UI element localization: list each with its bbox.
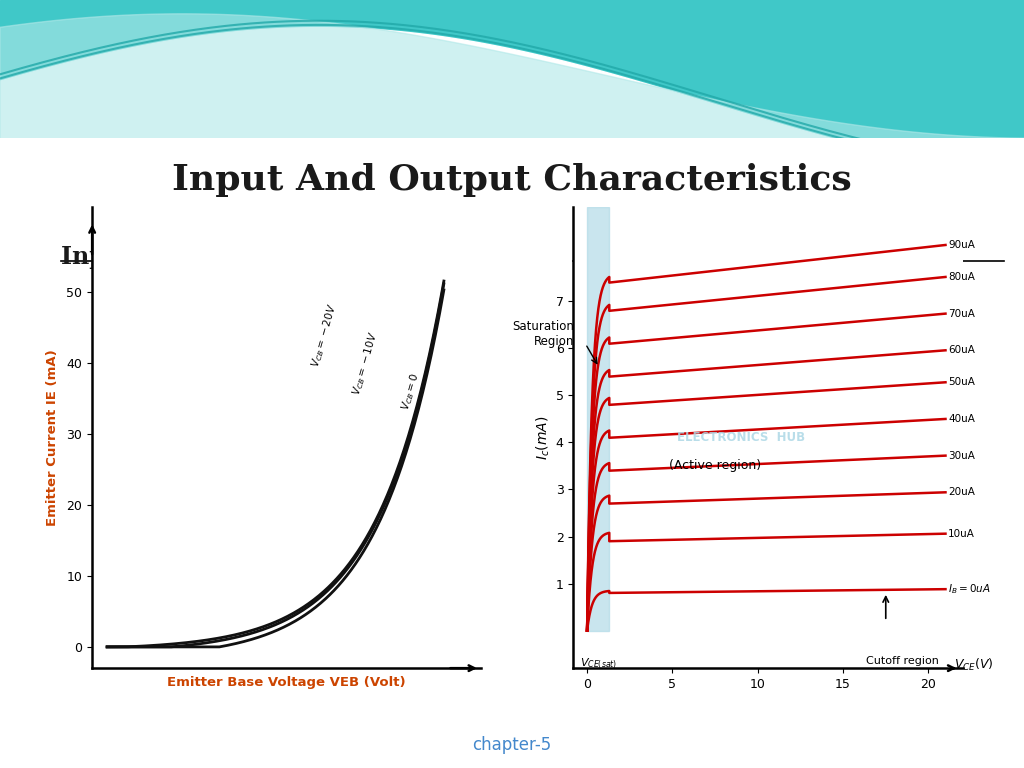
Text: 80uA: 80uA — [948, 272, 975, 282]
Text: $I_B=0uA$: $I_B=0uA$ — [948, 582, 990, 596]
Text: $V_{CB} = 0$: $V_{CB} = 0$ — [398, 372, 422, 412]
Text: Saturation
Region: Saturation Region — [512, 320, 574, 349]
Polygon shape — [0, 14, 1024, 152]
X-axis label: Emitter Base Voltage VEB (Volt): Emitter Base Voltage VEB (Volt) — [167, 677, 407, 690]
Text: $V_{CB} = -20V$: $V_{CB} = -20V$ — [308, 301, 340, 369]
Text: chapter-5: chapter-5 — [472, 737, 552, 754]
Text: 60uA: 60uA — [948, 346, 975, 356]
Text: 20uA: 20uA — [948, 488, 975, 498]
Text: 50uA: 50uA — [948, 377, 975, 387]
Text: Cutoff region: Cutoff region — [866, 657, 939, 667]
Text: 30uA: 30uA — [948, 451, 975, 461]
Polygon shape — [0, 28, 1024, 176]
Text: Output Characteristic: Output Characteristic — [573, 245, 863, 270]
Text: (Active region): (Active region) — [669, 459, 761, 472]
Text: 90uA: 90uA — [948, 240, 975, 250]
Text: 70uA: 70uA — [948, 309, 975, 319]
Text: Input Characteristic: Input Characteristic — [61, 245, 331, 270]
Bar — [587, 207, 609, 631]
Y-axis label: Emitter Current IE (mA): Emitter Current IE (mA) — [46, 349, 59, 526]
Text: Input And Output Characteristics: Input And Output Characteristics — [172, 164, 852, 197]
Text: ELECTRONICS  HUB: ELECTRONICS HUB — [677, 432, 805, 444]
Text: $V_{CE(sat)}$: $V_{CE(sat)}$ — [580, 657, 616, 670]
Text: $V_{CE}(V)$: $V_{CE}(V)$ — [954, 657, 994, 673]
Y-axis label: $I_c(mA)$: $I_c(mA)$ — [535, 415, 552, 460]
Text: 10uA: 10uA — [948, 528, 975, 538]
Text: 40uA: 40uA — [948, 414, 975, 424]
Text: $V_{CB} = -10V$: $V_{CB} = -10V$ — [349, 329, 381, 397]
